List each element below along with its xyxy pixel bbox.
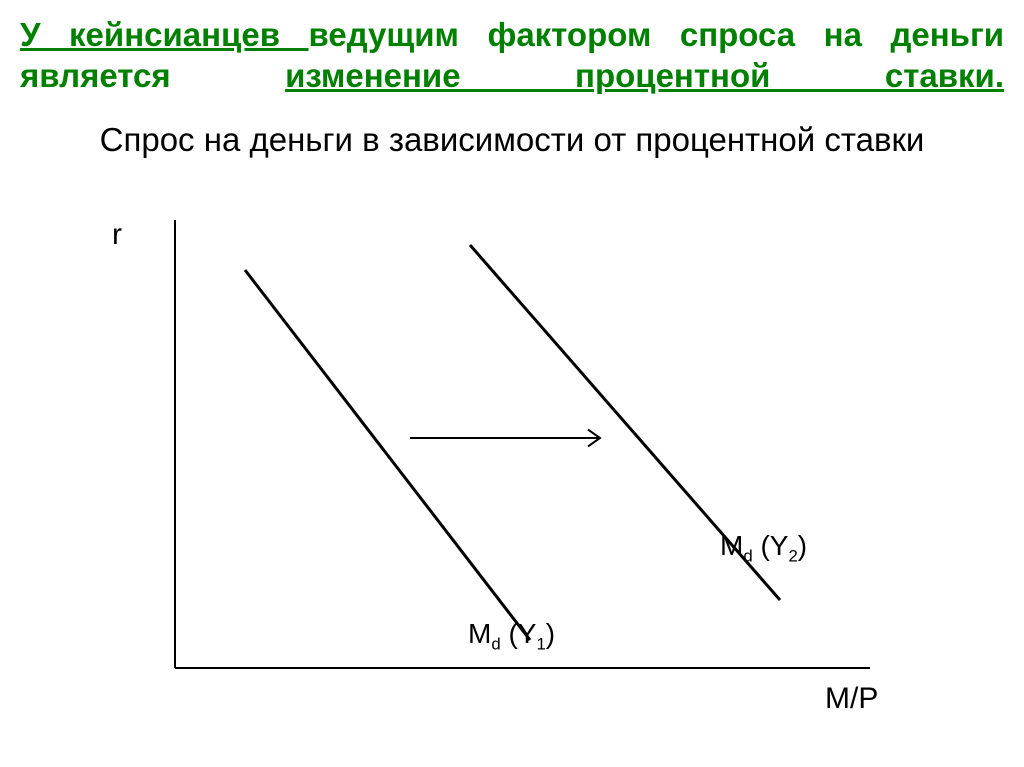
- slide-root: У кейнсианцев ведущим фактором спроса на…: [0, 0, 1024, 767]
- chart-svg: [0, 0, 1024, 767]
- curve-md_y1: [245, 270, 530, 640]
- curve-md_y2: [470, 245, 780, 600]
